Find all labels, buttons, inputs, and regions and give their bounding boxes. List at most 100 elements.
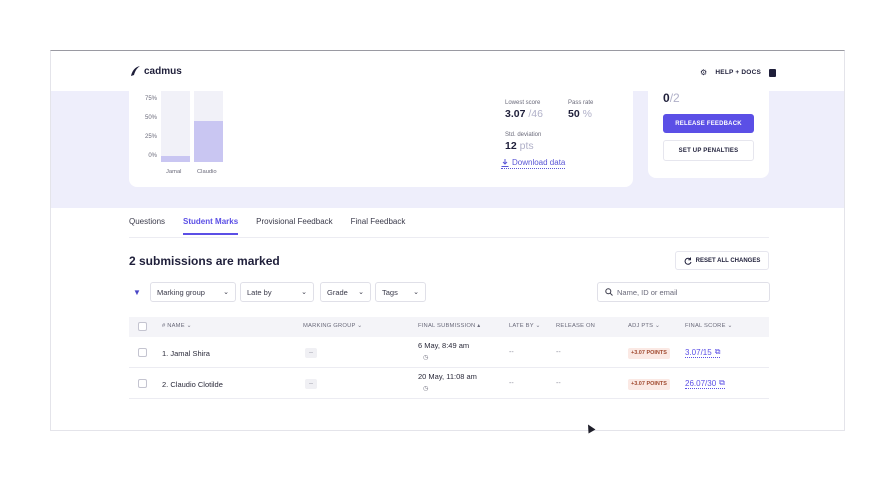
chevron-down-icon: ⌄	[223, 289, 229, 296]
column-header-release-on[interactable]: RELEASE ON	[556, 323, 596, 329]
marking-group-label: Marking group	[157, 287, 205, 297]
summary-panel: 75% 50% 25% 0% Jamal Claudio Lowest scor…	[51, 91, 844, 208]
tab-divider	[129, 237, 769, 238]
released-number: 0	[663, 91, 670, 105]
adj-points-badge: +3.07 POINTS	[628, 379, 670, 390]
column-header-adj-pts[interactable]: ADJ PTS ⌄	[628, 323, 661, 329]
release-on-cell: --	[556, 349, 561, 356]
bar-chart: 75% 50% 25% 0% Jamal Claudio	[129, 91, 239, 187]
late-by-cell: --	[509, 380, 514, 387]
external-link-icon: ⧉	[714, 347, 721, 356]
std-deviation-label: Std. deviation	[505, 132, 542, 138]
released-total: /2	[669, 91, 680, 105]
page-title: 2 submissions are marked	[129, 254, 280, 268]
column-header-name[interactable]: # NAME ⌄	[162, 323, 192, 329]
tab-provisional-feedback[interactable]: Provisional Feedback	[256, 217, 333, 226]
table-row[interactable]: 1. Jamal Shira -- 6 May, 8:49 am ◷ -- --…	[129, 338, 769, 368]
column-header-final-submission[interactable]: FINAL SUBMISSION ▴	[418, 323, 481, 329]
marking-group-dropdown[interactable]: Marking group ⌄	[150, 282, 236, 302]
lowest-score-value: 3.07 /46	[505, 108, 543, 120]
x-tick-label: Claudio	[197, 169, 217, 175]
gear-icon[interactable]: ⚙	[700, 68, 708, 77]
table-row[interactable]: 2. Claudio Clotilde -- 20 May, 11:08 am …	[129, 369, 769, 399]
filter-icon[interactable]: ▼	[133, 288, 141, 297]
y-tick-label: 0%	[148, 153, 157, 159]
help-docs-link[interactable]: HELP + DOCS	[715, 69, 761, 76]
release-card: 0/2 RELEASE FEEDBACK SET UP PENALTIES	[648, 91, 769, 178]
top-bar: cadmus ⚙ HELP + DOCS	[51, 51, 844, 91]
set-up-penalties-button[interactable]: SET UP PENALTIES	[663, 140, 754, 161]
bar-jamal[interactable]	[161, 156, 190, 162]
column-header-marking-group[interactable]: MARKING GROUP ⌄	[303, 323, 363, 329]
search-placeholder: Name, ID or email	[617, 287, 678, 297]
submission-date: 6 May, 8:49 am	[418, 341, 470, 350]
y-tick-label: 50%	[144, 115, 157, 121]
pass-rate-label: Pass rate	[568, 100, 594, 106]
y-tick-label: 25%	[144, 134, 157, 140]
lowest-score-label: Lowest score	[505, 100, 541, 106]
reset-all-changes-label: RESET ALL CHANGES	[695, 257, 761, 264]
chevron-down-icon: ⌄	[358, 289, 364, 296]
submission-date: 20 May, 11:08 am	[418, 372, 477, 381]
release-feedback-button[interactable]: RELEASE FEEDBACK	[663, 114, 754, 133]
reset-all-changes-button[interactable]: RESET ALL CHANGES	[675, 251, 769, 270]
download-icon	[501, 158, 509, 167]
bar-track	[194, 91, 223, 162]
top-right-actions: ⚙ HELP + DOCS	[700, 68, 776, 77]
std-deviation-unit: pts	[519, 140, 534, 152]
final-score-link[interactable]: 26.07/30 ⧉	[685, 378, 725, 389]
student-name[interactable]: 2. Claudio Clotilde	[162, 380, 223, 389]
release-on-cell: --	[556, 380, 561, 387]
row-checkbox[interactable]	[138, 379, 147, 388]
select-all-checkbox[interactable]	[138, 322, 147, 331]
released-count: 0/2	[663, 91, 680, 105]
logo-text: cadmus	[144, 65, 182, 77]
late-by-label: Late by	[247, 287, 272, 297]
lowest-score-number: 3.07	[505, 108, 526, 120]
column-header-late-by[interactable]: LATE BY ⌄	[509, 323, 541, 329]
search-icon	[605, 288, 613, 296]
table-header: # NAME ⌄ MARKING GROUP ⌄ FINAL SUBMISSIO…	[129, 317, 769, 337]
tab-bar: Questions Student Marks Provisional Feed…	[129, 217, 405, 235]
download-data-label: Download data	[512, 158, 566, 167]
late-by-dropdown[interactable]: Late by ⌄	[240, 282, 314, 302]
grade-dropdown[interactable]: Grade ⌄	[320, 282, 371, 302]
chevron-down-icon: ⌄	[301, 289, 307, 296]
row-checkbox[interactable]	[138, 348, 147, 357]
bar-claudio[interactable]	[194, 120, 223, 162]
external-link-icon: ⧉	[719, 378, 725, 387]
app-window: cadmus ⚙ HELP + DOCS 75% 50% 25% 0% Jama…	[50, 50, 845, 431]
adj-points-badge: +3.07 POINTS	[628, 348, 670, 359]
tags-label: Tags	[382, 287, 398, 297]
x-tick-label: Jamal	[166, 169, 182, 175]
clock-icon: ◷	[423, 386, 429, 392]
search-input[interactable]: Name, ID or email	[597, 282, 770, 302]
cadmus-logo-icon	[131, 66, 140, 76]
y-tick-label: 75%	[144, 96, 157, 102]
logo[interactable]: cadmus	[129, 65, 182, 77]
book-icon[interactable]	[769, 68, 776, 77]
tab-student-marks[interactable]: Student Marks	[183, 217, 239, 235]
stats-card: 75% 50% 25% 0% Jamal Claudio Lowest scor…	[129, 91, 633, 187]
tab-questions[interactable]: Questions	[129, 217, 166, 226]
pass-rate-value: 50 %	[568, 108, 592, 120]
final-score-link[interactable]: 3.07/15 ⧉	[685, 347, 721, 358]
grade-label: Grade	[327, 287, 348, 297]
marking-group-cell: --	[305, 379, 317, 389]
tab-final-feedback[interactable]: Final Feedback	[350, 217, 406, 226]
chevron-down-icon: ⌄	[413, 289, 419, 296]
marking-group-cell: --	[305, 348, 317, 358]
student-name[interactable]: 1. Jamal Shira	[162, 349, 210, 358]
pass-rate-unit: %	[582, 108, 592, 120]
std-deviation-value: 12 pts	[505, 140, 534, 152]
column-header-final-score[interactable]: FINAL SCORE ⌄	[685, 323, 733, 329]
bar-track	[161, 91, 190, 162]
std-deviation-number: 12	[505, 140, 517, 152]
clock-icon: ◷	[423, 355, 429, 361]
late-by-cell: --	[509, 349, 514, 356]
lowest-score-total: /46	[528, 108, 543, 120]
tags-dropdown[interactable]: Tags ⌄	[375, 282, 426, 302]
download-data-link[interactable]: Download data	[501, 158, 566, 169]
pass-rate-number: 50	[568, 108, 580, 120]
refresh-icon	[684, 257, 692, 265]
